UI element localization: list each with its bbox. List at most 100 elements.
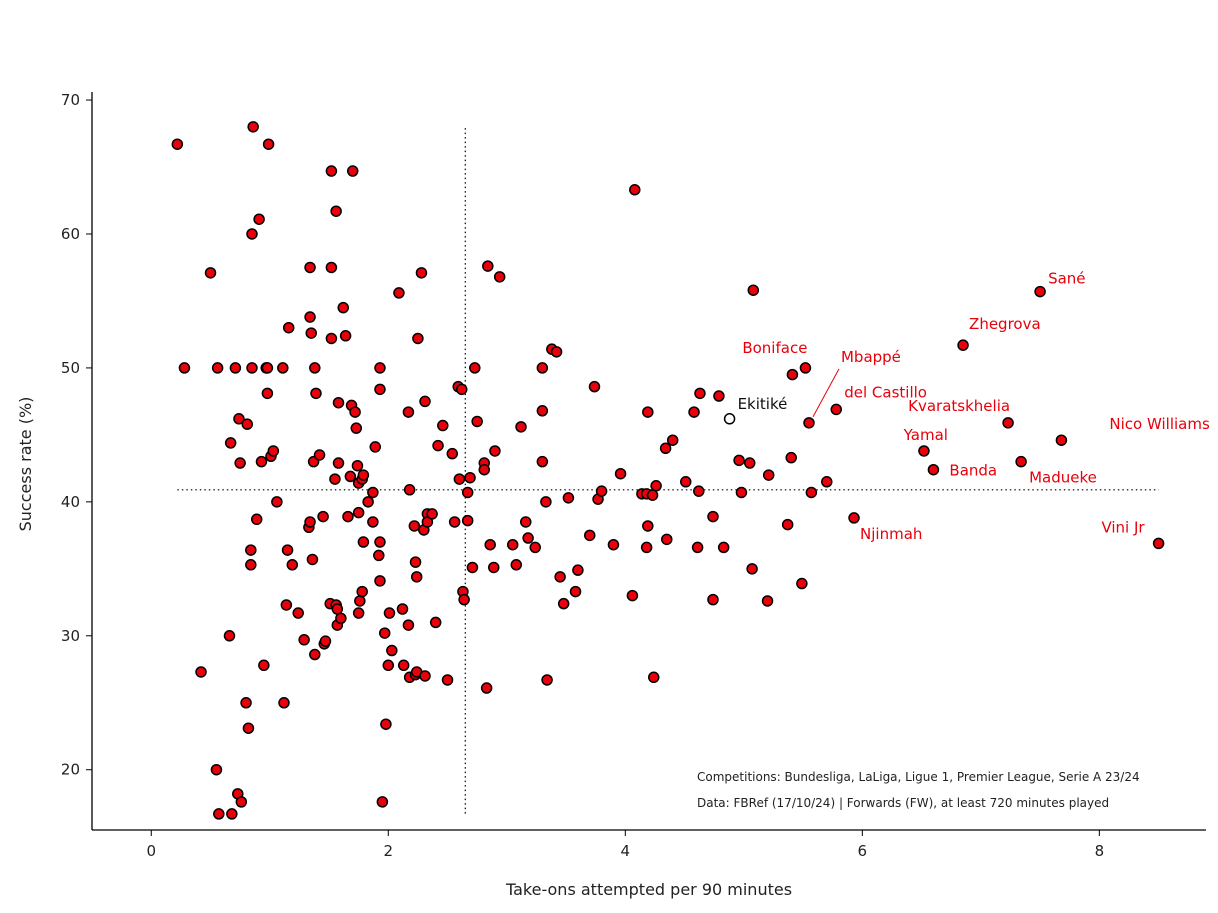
data-point: [264, 139, 274, 149]
data-point: [224, 631, 234, 641]
data-point: [352, 461, 362, 471]
data-point: [318, 512, 328, 522]
data-point: [719, 542, 729, 552]
point-label: Madueke: [1029, 469, 1097, 487]
data-point: [254, 214, 264, 224]
data-point: [278, 363, 288, 373]
data-point: [213, 363, 223, 373]
data-point: [627, 591, 637, 601]
point-label: Njinmah: [860, 525, 922, 543]
data-point: [345, 471, 355, 481]
data-point: [482, 683, 492, 693]
data-point: [651, 481, 661, 491]
point-label: Zhegrova: [969, 315, 1041, 333]
data-point: [332, 604, 342, 614]
labeled-data-point: [928, 465, 938, 475]
labeled-data-point: [804, 418, 814, 428]
data-point: [305, 312, 315, 322]
y-axis-label: Success rate (%): [16, 397, 35, 532]
y-tick-label: 70: [61, 91, 80, 109]
data-point: [708, 512, 718, 522]
data-point: [783, 520, 793, 530]
data-point: [326, 333, 336, 343]
data-point: [427, 509, 437, 519]
data-point: [542, 675, 552, 685]
data-point: [262, 363, 272, 373]
data-point: [511, 560, 521, 570]
data-point: [259, 660, 269, 670]
data-point: [283, 545, 293, 555]
data-point: [748, 285, 758, 295]
data-point: [305, 517, 315, 527]
data-point: [377, 797, 387, 807]
point-label: Boniface: [742, 339, 807, 357]
data-point: [416, 268, 426, 278]
data-point: [320, 636, 330, 646]
data-point: [459, 595, 469, 605]
data-point: [375, 576, 385, 586]
data-point: [736, 487, 746, 497]
data-point: [763, 596, 773, 606]
data-point: [293, 608, 303, 618]
data-point: [516, 422, 526, 432]
data-point: [279, 698, 289, 708]
data-point: [341, 331, 351, 341]
data-point: [764, 470, 774, 480]
data-point: [336, 613, 346, 623]
labeled-data-point: [1003, 418, 1013, 428]
data-point: [383, 660, 393, 670]
data-point: [211, 765, 221, 775]
data-point: [403, 620, 413, 630]
data-point: [642, 542, 652, 552]
data-point: [351, 423, 361, 433]
data-point: [268, 446, 278, 456]
data-point: [447, 449, 457, 459]
data-point: [433, 441, 443, 451]
x-tick-label: 4: [621, 842, 631, 860]
data-point: [403, 407, 413, 417]
data-point: [648, 490, 658, 500]
data-point: [668, 435, 678, 445]
data-point: [693, 542, 703, 552]
data-point: [747, 564, 757, 574]
data-point: [243, 723, 253, 733]
data-point: [350, 407, 360, 417]
data-point: [230, 363, 240, 373]
data-point: [343, 512, 353, 522]
data-point: [420, 396, 430, 406]
data-point: [331, 206, 341, 216]
data-point: [338, 303, 348, 313]
data-point: [470, 363, 480, 373]
data-point: [649, 672, 659, 682]
labeled-data-point: [1154, 538, 1164, 548]
data-point: [563, 493, 573, 503]
data-point: [714, 391, 724, 401]
data-point: [368, 487, 378, 497]
point-label: Vini Jr: [1101, 518, 1145, 536]
x-tick-label: 0: [146, 842, 156, 860]
data-point: [420, 671, 430, 681]
data-point: [394, 288, 404, 298]
data-point: [694, 486, 704, 496]
data-point: [489, 562, 499, 572]
data-point: [438, 421, 448, 431]
labeled-data-point: [958, 340, 968, 350]
y-tick-label: 40: [61, 493, 80, 511]
highlight-data-point: [725, 414, 735, 424]
data-point: [787, 370, 797, 380]
data-point: [597, 486, 607, 496]
data-point: [357, 587, 367, 597]
data-point: [495, 272, 505, 282]
data-point: [412, 572, 422, 582]
data-point: [537, 406, 547, 416]
data-point: [521, 517, 531, 527]
data-point: [326, 166, 336, 176]
data-point: [552, 347, 562, 357]
data-point: [172, 139, 182, 149]
data-points: [172, 122, 1163, 819]
data-point: [246, 545, 256, 555]
reference-lines: [177, 128, 1158, 814]
data-point: [227, 809, 237, 819]
data-point: [523, 533, 533, 543]
data-point: [310, 363, 320, 373]
